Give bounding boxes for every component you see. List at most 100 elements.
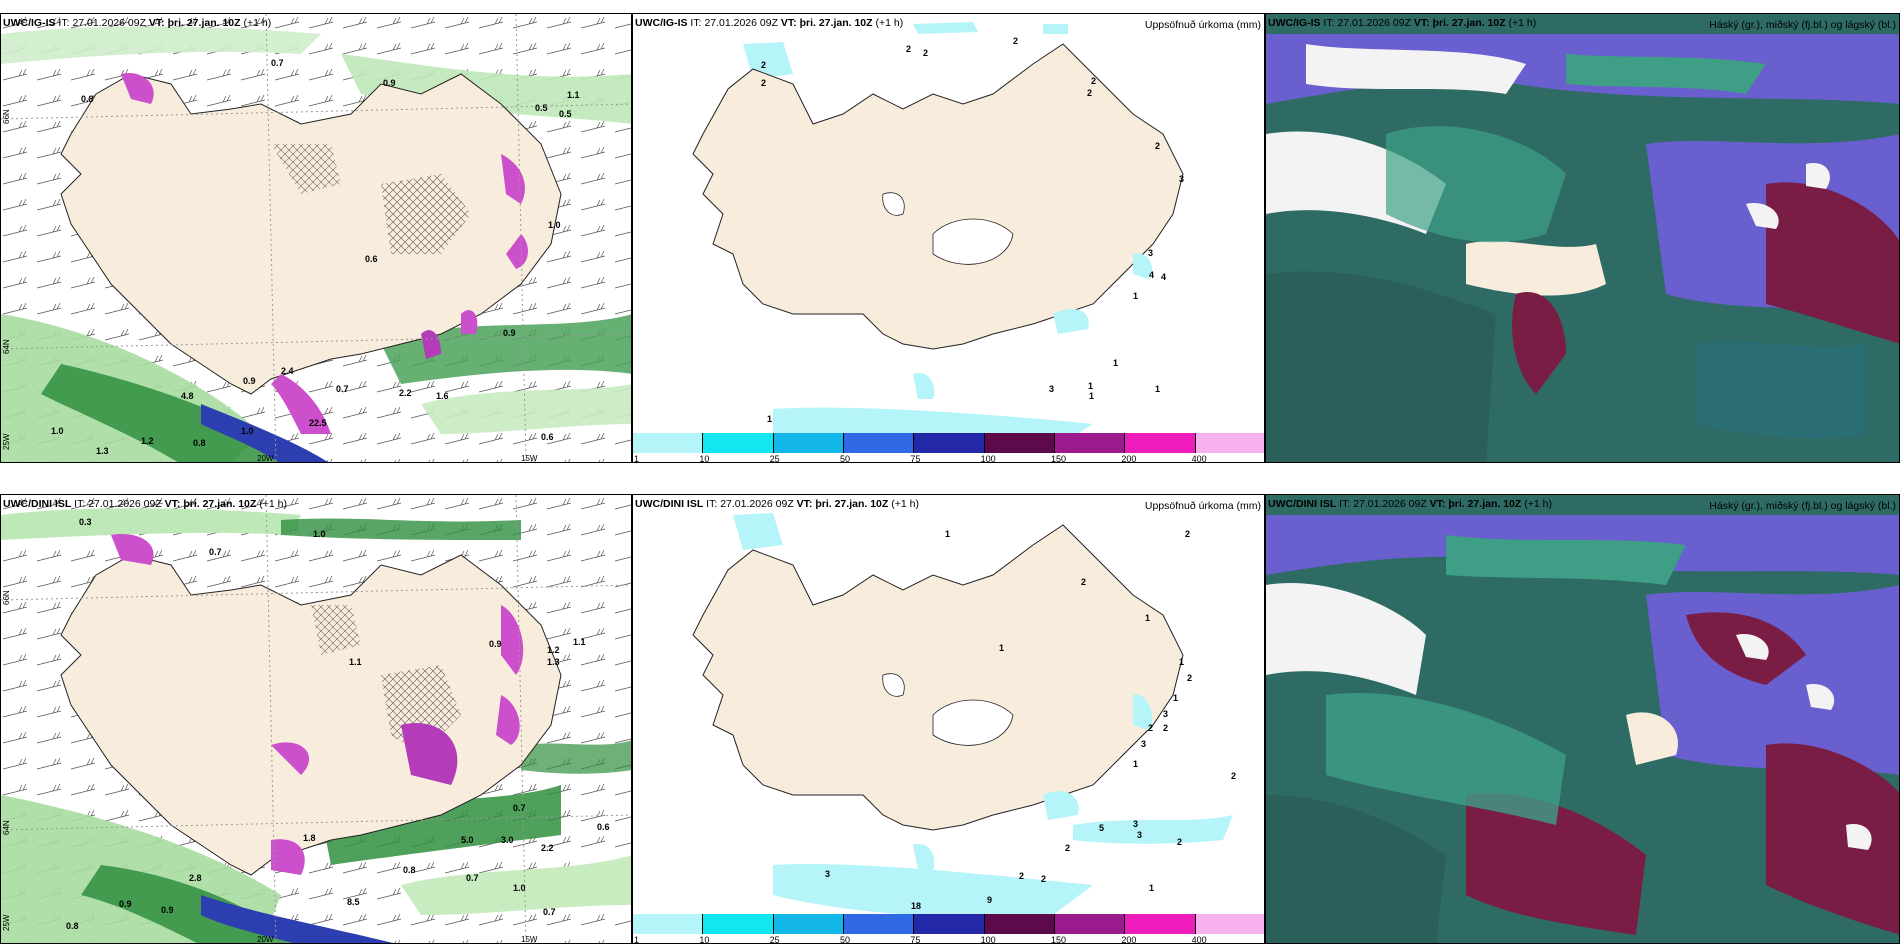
colorbar-segment xyxy=(984,433,1055,453)
precip-label: 3 xyxy=(1049,384,1054,394)
wind-label: 0.6 xyxy=(365,254,378,264)
panel-header: UWC/DINI ISL IT: 27.01.2026 09Z VT: þri.… xyxy=(635,498,919,510)
precip-label: 1 xyxy=(767,414,772,424)
precip-colorbar: 1 10 25 50 75 100 150 200 400 xyxy=(633,914,1264,944)
valid-time: þri. 27.jan. 10Z xyxy=(1448,498,1522,510)
precip-colorbar: 1 10 25 50 75 100 150 200 400 xyxy=(633,433,1264,463)
wind-label: 0.9 xyxy=(119,899,132,909)
valid-label: VT: xyxy=(164,498,181,510)
lead-time: (+1 h) xyxy=(875,17,904,29)
precip-label: 5 xyxy=(1099,823,1104,833)
lead-time: (+1 h) xyxy=(1524,498,1552,510)
precip-label: 2 xyxy=(906,44,911,54)
colorbar-segment xyxy=(914,433,985,453)
colorbar-segment xyxy=(1195,914,1264,934)
precip-label: 2 xyxy=(1013,36,1018,46)
precip-label: 2 xyxy=(1087,88,1092,98)
precip-label: 1 xyxy=(1133,291,1138,301)
colorbar-segment xyxy=(703,433,774,453)
model-name: UWC/IG-IS xyxy=(1268,17,1321,29)
colorbar-tick: 75 xyxy=(910,454,921,463)
issue-label: IT: xyxy=(1323,17,1335,29)
wind-label: 0.7 xyxy=(513,803,526,813)
precip-map-dini: 1 2 2 1 1 1 2 1 3 2 2 3 1 2 5 3 3 2 2 2 … xyxy=(692,513,1236,917)
wind-label: 1.0 xyxy=(313,529,326,539)
colorbar-tick: 100 xyxy=(980,454,996,463)
wind-label: 1.0 xyxy=(548,220,561,230)
panel-header: UWC/IG-IS IT: 27.01.2026 09Z VT: þri. 27… xyxy=(1268,17,1536,29)
valid-label: VT: xyxy=(796,498,813,510)
colorbar-segment xyxy=(703,914,774,934)
colorbar-tick: 25 xyxy=(769,454,780,463)
wind-label: 0.9 xyxy=(489,639,502,649)
precip-label: 3 xyxy=(825,869,830,879)
precip-label: 2 xyxy=(761,78,766,88)
wind-label: 1.2 xyxy=(547,645,560,655)
wind-label: 0.6 xyxy=(541,432,554,442)
wind-label: 0.5 xyxy=(535,103,548,113)
panel-header: UWC/DINI ISL IT: 27.01.2026 09Z VT: þri.… xyxy=(3,498,287,510)
precip-label: 1 xyxy=(1149,883,1154,893)
model-name: UWC/DINI ISL xyxy=(635,498,704,510)
wind-label: 0.8 xyxy=(193,438,206,448)
precip-label: 3 xyxy=(1141,739,1146,749)
colorbar-tick: 75 xyxy=(910,935,921,944)
colorbar-segment xyxy=(984,914,1055,934)
colorbar-segment xyxy=(633,433,704,453)
wind-label: 0.9 xyxy=(161,905,174,915)
wind-panel-dini: 0.3 0.7 1.0 1.1 1.2 1.3 0.9 1.1 0.6 0.7 … xyxy=(0,494,632,944)
precip-label: 2 xyxy=(1081,577,1086,587)
model-name: UWC/IG-IS xyxy=(635,17,688,29)
colorbar-segment xyxy=(1195,433,1264,453)
model-name: UWC/DINI ISL xyxy=(1268,498,1337,510)
wind-label: 2.8 xyxy=(189,873,202,883)
wind-label: 0.8 xyxy=(81,94,94,104)
precip-label: 3 xyxy=(1179,174,1184,184)
valid-label: VT: xyxy=(780,17,797,29)
precip-label: 1 xyxy=(1133,759,1138,769)
colorbar-segment xyxy=(844,433,915,453)
wind-label: 1.6 xyxy=(436,391,449,401)
issue-label: IT: xyxy=(690,17,702,29)
colorbar-tick: 50 xyxy=(840,454,851,463)
precip-label: 2 xyxy=(1091,76,1096,86)
colorbar-tick: 200 xyxy=(1121,454,1137,463)
colorbar-tick: 50 xyxy=(840,935,851,944)
colorbar-segment xyxy=(773,433,844,453)
wind-label: 1.3 xyxy=(96,446,109,456)
axis-label-64n: 64N xyxy=(2,339,11,354)
colorbar-segment xyxy=(914,914,985,934)
precip-label: 1 xyxy=(999,643,1004,653)
model-name: UWC/IG-IS xyxy=(3,17,56,29)
axis-label-66n: 66N xyxy=(2,109,11,124)
wind-label: 1.1 xyxy=(349,657,362,667)
precip-label: 1 xyxy=(1113,358,1118,368)
issue-time: 27.01.2026 09Z xyxy=(88,498,162,510)
panel-header: UWC/IG-IS IT: 27.01.2026 09Z VT: þri. 27… xyxy=(3,17,271,29)
precip-label: 2 xyxy=(1019,871,1024,881)
colorbar-segment xyxy=(1125,914,1196,934)
wind-label: 1.1 xyxy=(573,637,586,647)
precip-label: 1 xyxy=(1173,693,1178,703)
precip-label: 2 xyxy=(1177,837,1182,847)
axis-label-20w: 20W xyxy=(257,935,274,944)
cloud-title: Háský (gr.), miðský (fj.bl.) og lágský (… xyxy=(1709,500,1896,512)
colorbar-segment xyxy=(1125,433,1196,453)
valid-label: VT: xyxy=(1413,17,1430,29)
wind-label: 1.8 xyxy=(303,833,316,843)
wind-map-igis: 0.7 0.9 0.5 0.5 1.1 1.0 0.8 0.9 1.0 0.6 … xyxy=(1,14,631,462)
colorbar-segment xyxy=(1055,433,1126,453)
precip-label: 3 xyxy=(1133,819,1138,829)
wind-label: 1.1 xyxy=(567,90,580,100)
issue-label: IT: xyxy=(706,498,718,510)
lead-time: (+1 h) xyxy=(259,498,287,510)
colorbar-tick: 200 xyxy=(1121,935,1137,944)
precip-label: 1 xyxy=(1088,381,1093,391)
precip-label: 4 xyxy=(1149,270,1154,280)
iceland-land xyxy=(692,43,1184,350)
colorbar-tick: 400 xyxy=(1191,935,1207,944)
wind-map-dini: 0.3 0.7 1.0 1.1 1.2 1.3 0.9 1.1 0.6 0.7 … xyxy=(1,495,631,944)
issue-time: 27.01.2026 09Z xyxy=(72,17,146,29)
wind-label: 0.7 xyxy=(543,907,556,917)
cloud-map-igis xyxy=(1266,14,1899,462)
